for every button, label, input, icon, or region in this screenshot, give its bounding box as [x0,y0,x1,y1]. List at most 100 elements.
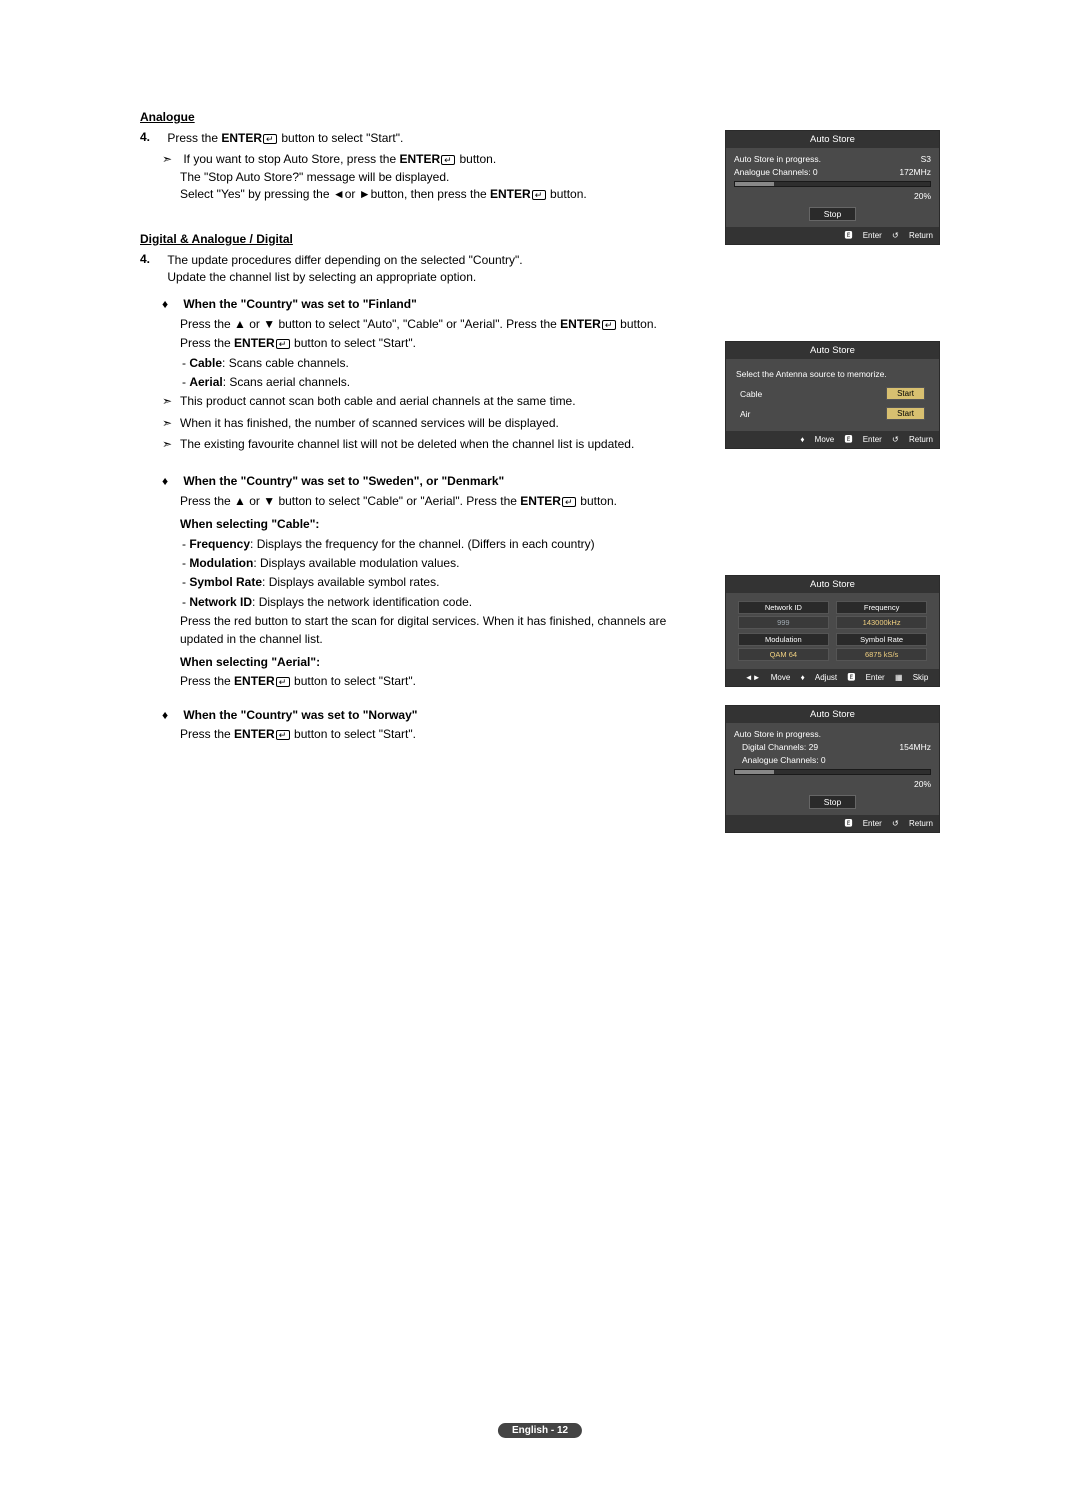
label: Move [815,435,835,444]
bullet-title: When the "Country" was set to "Sweden", … [183,474,504,488]
footer-return: ↺ Return [892,435,933,444]
text: : Displays available symbol rates. [262,575,439,589]
param-value: 999 [738,616,829,629]
frequency-text: 154MHz [899,742,931,752]
osd-footer: ◄► Move ♦ Adjust 🅴 Enter ▦ Skip [726,669,939,686]
label: Enter [866,673,885,682]
text: Press the [167,131,221,145]
step-4-digital: 4. The update procedures differ dependin… [140,252,707,287]
text: button to select "Start". [291,727,416,741]
text: button. [617,317,657,331]
label: Skip [913,673,929,682]
enter-icon [276,677,290,687]
footer-enter: 🅴 Enter [844,435,881,444]
text: Press the [180,727,234,741]
stop-button[interactable]: Stop [809,795,857,809]
osd-footer: 🅴 Enter ↺ Return [726,815,939,832]
analogue-heading: Analogue [140,110,707,124]
term: Symbol Rate [189,575,262,589]
param-modulation: Modulation QAM 64 [738,633,829,661]
left-column: Analogue 4. Press the ENTER button to se… [140,110,707,851]
param-network-id: Network ID 999 [738,601,829,629]
label: Adjust [815,673,837,682]
text: button to select "Start". [291,336,416,350]
progress-percent: 20% [734,191,931,201]
progress-percent: 20% [734,779,931,789]
step-number: 4. [140,130,164,144]
text: The existing favourite channel list will… [180,437,634,451]
enter-label: ENTER [560,317,601,331]
osd-antenna-select: Auto Store Select the Antenna source to … [725,341,940,449]
option-air[interactable]: Air Start [734,405,931,422]
footer-adjust: ♦ Adjust [801,673,838,682]
note-line: ➣The existing favourite channel list wil… [140,436,707,453]
text: Press the ▲ or ▼ button to select "Auto"… [180,317,560,331]
footer-enter: 🅴 Enter [847,673,884,682]
digital-count: Digital Channels: 29 [734,742,818,752]
label: Return [909,231,933,240]
footer-enter: 🅴 Enter [844,819,881,828]
option-label: Air [740,409,750,419]
diamond-icon: ♦ [162,296,180,313]
label: Enter [863,819,882,828]
paragraph: Press the red button to start the scan f… [140,613,707,648]
text: The "Stop Auto Store?" message will be d… [180,170,449,184]
enter-icon [562,497,576,507]
param-title: Modulation [738,633,829,646]
osd-body: Select the Antenna source to memorize. C… [726,359,939,431]
paragraph: Press the ENTER button to select "Start"… [140,673,707,690]
osd-body: Network ID 999 Frequency 143000kHz Modul… [726,593,939,669]
enter-label: ENTER [490,187,531,201]
dash-item: - Symbol Rate: Displays available symbol… [140,574,707,591]
osd-title: Auto Store [726,706,939,723]
text: Press the [180,336,234,350]
enter-icon [441,155,455,165]
start-button[interactable]: Start [886,407,925,420]
label: Enter [863,231,882,240]
text: If you want to stop Auto Store, press th… [183,152,399,166]
enter-icon [276,339,290,349]
analogue-count: Analogue Channels: 0 [734,167,818,177]
osd-footer: 🅴 Enter ↺ Return [726,227,939,244]
label: Move [771,673,791,682]
note-arrow-icon: ➣ [162,436,180,453]
text: This product cannot scan both cable and … [180,394,576,408]
enter-label: ENTER [221,131,262,145]
dash-item: - Network ID: Displays the network ident… [140,594,707,611]
osd-title: Auto Store [726,131,939,148]
param-value: 143000kHz [836,616,927,629]
text: Press the ▲ or ▼ button to select "Cable… [180,494,520,508]
bullet-norway: ♦ When the "Country" was set to "Norway" [140,707,707,724]
note-arrow-icon: ➣ [162,393,180,410]
text: : Scans aerial channels. [223,375,350,389]
status-text: Auto Store in progress. [734,154,821,164]
footer-enter: 🅴 Enter [844,231,881,240]
text: Select "Yes" by pressing the ◄or ►button… [180,187,490,201]
enter-label: ENTER [234,727,275,741]
param-title: Symbol Rate [836,633,927,646]
page-content: Analogue 4. Press the ENTER button to se… [140,110,940,851]
step-4-analogue: 4. Press the ENTER button to select "Sta… [140,130,707,147]
text: button. [577,494,617,508]
text: : Displays available modulation values. [253,556,459,570]
dash-item: - Aerial: Scans aerial channels. [140,374,707,391]
osd-body: Auto Store in progress.S3 Analogue Chann… [726,148,939,227]
term: Modulation [189,556,253,570]
term: Cable [189,356,222,370]
text: The update procedures differ depending o… [167,253,522,267]
note-arrow-icon: ➣ [162,415,180,432]
text: When it has finished, the number of scan… [180,416,559,430]
note-line: ➣ If you want to stop Auto Store, press … [140,151,707,203]
start-button[interactable]: Start [886,387,925,400]
dash-item: - Modulation: Displays available modulat… [140,555,707,572]
page-footer: English - 12 [498,1423,582,1438]
step-text: The update procedures differ depending o… [167,252,706,287]
paragraph: Press the ENTER button to select "Start"… [140,726,707,743]
diamond-icon: ♦ [162,707,180,724]
diamond-icon: ♦ [162,473,180,490]
digital-heading: Digital & Analogue / Digital [140,232,707,246]
cable-subtitle: When selecting "Cable": [140,516,707,533]
option-cable[interactable]: Cable Start [734,385,931,402]
stop-button[interactable]: Stop [809,207,857,221]
note-line: ➣When it has finished, the number of sca… [140,415,707,432]
